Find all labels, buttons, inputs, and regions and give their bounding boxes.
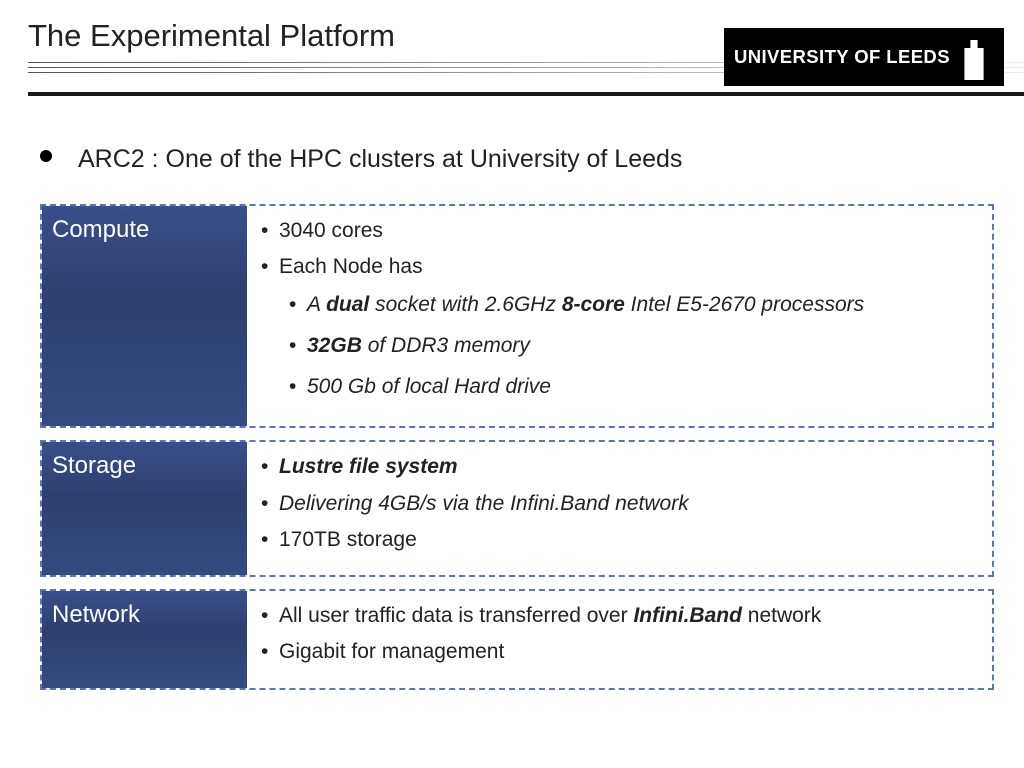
sections-container: Compute 3040 cores Each Node has A dual soc… [40,204,994,690]
list-item: Lustre file system [257,454,982,480]
list-item: 500 Gb of local Hard drive [285,373,982,400]
list-item: 3040 cores [257,218,982,244]
section-label: Network [42,591,247,688]
content-area: ARC2 : One of the HPC clusters at Univer… [40,145,994,702]
header: The Experimental Platform UNIVERSITY OF … [0,0,1024,54]
list-item: A dual socket with 2.6GHz 8-core Intel E… [285,291,982,318]
list-item: All user traffic data is transferred ove… [257,603,982,629]
list-item: Delivering 4GB/s via the Infini.Band net… [257,491,982,517]
list-item: Gigabit for management [257,639,982,665]
section: Storage Lustre file system Delivering 4GB/… [40,440,994,577]
logo-text: UNIVERSITY OF LEEDS [734,46,954,68]
list-item: 32GB of DDR3 memory [285,332,982,359]
section: Network All user traffic data is transfer… [40,589,994,690]
list-item: 170TB storage [257,527,982,553]
section-body: 3040 cores Each Node has A dual socket wit… [247,206,992,426]
section-body: Lustre file system Delivering 4GB/s via t… [247,442,992,575]
bullet-icon [40,150,52,162]
section-body: All user traffic data is transferred ove… [247,591,992,688]
section: Compute 3040 cores Each Node has A dual soc… [40,204,994,428]
tower-icon [954,34,994,80]
section-label: Storage [42,442,247,575]
intro-text: ARC2 : One of the HPC clusters at Univer… [78,145,682,174]
section-label: Compute [42,206,247,426]
list-item: Each Node has [257,254,982,280]
intro-bullet: ARC2 : One of the HPC clusters at Univer… [40,145,994,174]
university-logo: UNIVERSITY OF LEEDS [724,28,1004,86]
